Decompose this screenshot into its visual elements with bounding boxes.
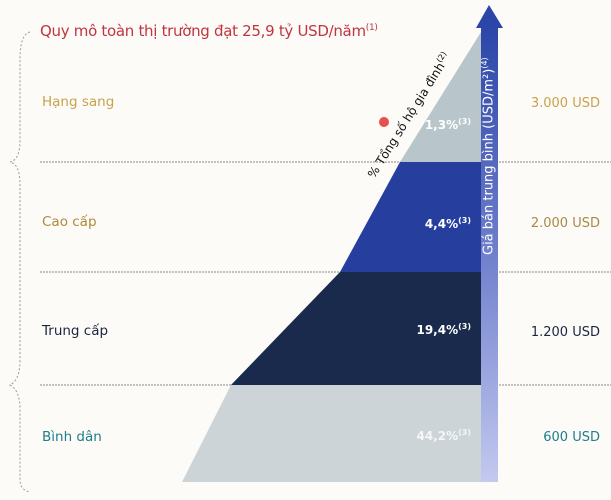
share-trung-cap: 19,4%(3) [416, 322, 471, 337]
price-trung-cap: 1.200 USD [530, 325, 600, 340]
share-hang-sang: 1,3%(3) [424, 117, 471, 132]
segment-label-binh-dan: Bình dân [42, 429, 102, 445]
segment-label-cao-cap: Cao cấp [42, 214, 97, 230]
price-arrow-shaft [481, 26, 498, 482]
price-cao-cap: 2.000 USD [530, 216, 600, 231]
segment-label-trung-cap: Trung cấp [42, 323, 109, 339]
avg-price-axis-label: Giá bán trung bình (USD/m²)(4) [480, 57, 497, 255]
segment-hang-sang [400, 32, 481, 162]
cursor-dot [379, 117, 389, 127]
left-brace [8, 31, 31, 493]
market-size-title: Quy mô toàn thị trường đạt 25,9 tỷ USD/n… [40, 22, 378, 40]
price-hang-sang: 3.000 USD [530, 96, 600, 111]
share-cao-cap: 4,4%(3) [424, 216, 471, 231]
segment-binh-dan [182, 385, 481, 482]
price-arrow-head [476, 5, 503, 28]
segment-cao-cap [340, 162, 481, 272]
segment-label-hang-sang: Hạng sang [42, 94, 115, 110]
segment-trung-cap [231, 272, 481, 385]
price-binh-dan: 600 USD [543, 430, 600, 445]
share-binh-dan: 44,2%(3) [416, 428, 471, 443]
